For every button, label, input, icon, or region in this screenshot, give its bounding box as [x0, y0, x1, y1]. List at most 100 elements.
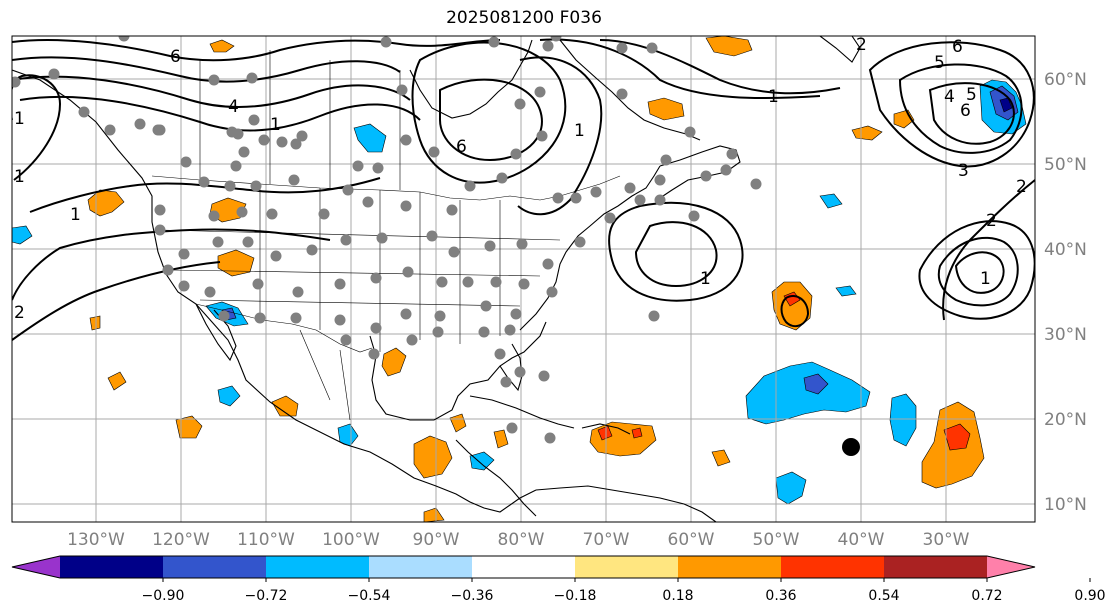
station-marker — [462, 276, 474, 288]
contour-label: 6 — [960, 101, 971, 121]
contour-line — [12, 261, 221, 341]
colorbar-tick-label: −0.36 — [451, 588, 494, 604]
colorbar — [11, 555, 1036, 579]
station-marker — [162, 264, 174, 276]
contour-label: 3 — [958, 161, 969, 181]
contour-line — [29, 177, 381, 213]
station-marker — [434, 310, 446, 322]
station-marker — [396, 84, 408, 96]
colorbar-extend-max — [987, 556, 1035, 578]
anomaly-negative — [775, 471, 807, 505]
longitude-label: 70°W — [583, 530, 630, 550]
colorbar-tick-label: −0.90 — [142, 588, 185, 604]
contour-label: 1 — [70, 205, 81, 225]
anomaly-negative — [353, 123, 387, 153]
station-marker — [700, 170, 712, 182]
station-marker — [648, 310, 660, 322]
station-marker — [552, 192, 564, 204]
colorbar-segment — [369, 556, 473, 578]
station-marker — [688, 210, 700, 222]
latitude-label: 20°N — [1044, 410, 1087, 430]
station-marker — [654, 174, 666, 186]
greenland — [819, 36, 861, 63]
station-marker — [546, 286, 558, 298]
station-marker — [242, 236, 254, 248]
colorbar-segment — [781, 556, 885, 578]
station-marker — [590, 186, 602, 198]
anomaly-positive-strong — [631, 427, 643, 439]
contour-label: 4 — [944, 87, 955, 107]
colorbar-tick-label: 0.36 — [765, 588, 796, 604]
contour-label: 2 — [856, 35, 867, 55]
station-marker — [318, 208, 330, 220]
station-marker — [634, 194, 646, 206]
station-marker — [248, 114, 260, 126]
contour-line — [928, 82, 1015, 145]
canada-east-coast — [659, 145, 741, 199]
mexico-state-line — [339, 349, 351, 421]
station-markers — [12, 36, 762, 444]
station-marker — [660, 154, 672, 166]
station-marker — [726, 148, 738, 160]
station-marker — [504, 324, 516, 336]
station-marker — [478, 326, 490, 338]
colorbar-tick-label: 0.90 — [1074, 588, 1105, 604]
station-marker — [518, 278, 530, 290]
colorbar-tick-label: −0.18 — [554, 588, 597, 604]
station-marker — [510, 148, 522, 160]
longitude-label: 50°W — [753, 530, 800, 550]
station-marker — [490, 276, 502, 288]
station-marker — [376, 232, 388, 244]
station-marker — [154, 204, 166, 216]
longitude-label: 130°W — [67, 530, 125, 550]
station-marker — [290, 138, 302, 150]
contour-line — [12, 75, 411, 109]
station-marker — [204, 286, 216, 298]
latitude-label: 60°N — [1044, 70, 1087, 90]
anomaly-positive — [175, 415, 203, 439]
station-marker — [306, 244, 318, 256]
station-marker — [488, 36, 500, 48]
station-marker — [400, 200, 412, 212]
station-marker — [494, 348, 506, 360]
state-line — [169, 269, 541, 277]
anomaly-negative — [819, 193, 843, 209]
anomaly-positive — [209, 39, 235, 53]
colorbar-tick-label: 0.72 — [971, 588, 1002, 604]
labrador — [559, 39, 701, 141]
station-marker — [496, 172, 508, 184]
station-marker — [436, 276, 448, 288]
station-marker — [750, 178, 762, 190]
contour-label: 4 — [228, 97, 239, 117]
station-marker — [12, 76, 21, 88]
latitude-labels: 60°N 50°N 40°N 30°N 20°N 10°N — [1044, 70, 1087, 515]
anomaly-negative — [835, 285, 857, 297]
station-marker — [250, 180, 262, 192]
station-marker — [208, 74, 220, 86]
cuba — [469, 395, 575, 429]
station-marker — [480, 300, 492, 312]
station-marker — [542, 40, 554, 52]
station-marker — [258, 134, 270, 146]
contour-line — [937, 236, 1019, 307]
station-marker — [550, 36, 562, 42]
contour-line — [868, 41, 1035, 168]
contour-line — [608, 201, 744, 302]
station-marker — [270, 250, 282, 262]
longitude-label: 40°W — [838, 530, 885, 550]
north-america-west-coast — [12, 69, 537, 513]
latitude-label: 10°N — [1044, 495, 1087, 515]
station-marker — [78, 106, 90, 118]
hispaniola — [581, 423, 631, 435]
contour-line — [599, 39, 841, 95]
anomaly-negative — [217, 385, 241, 407]
contour-label: 6 — [456, 137, 467, 157]
florida — [499, 343, 523, 392]
anomaly-positive — [711, 449, 731, 467]
contour-line — [634, 221, 718, 288]
contour-line — [439, 78, 543, 162]
colorbar-segment — [266, 556, 370, 578]
anomaly-positive — [851, 125, 883, 141]
anomaly-positive-strong — [943, 423, 971, 451]
anomaly-positive — [107, 371, 127, 391]
